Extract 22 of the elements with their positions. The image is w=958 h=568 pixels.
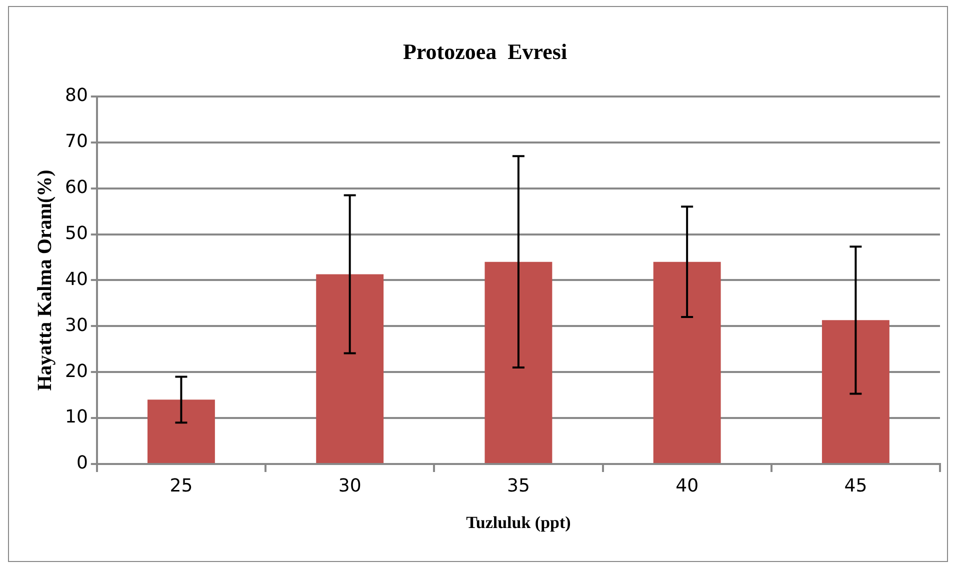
y-tick-label: 40 [65, 268, 88, 290]
y-tick-label: 80 [65, 85, 88, 106]
bar [484, 262, 552, 463]
x-tick-label: 45 [844, 475, 868, 496]
x-tick-label: 35 [507, 475, 530, 496]
bar [653, 262, 721, 463]
y-tick-label: 70 [65, 131, 88, 152]
bar [147, 400, 215, 463]
y-tick-label: 10 [65, 406, 88, 428]
y-tick-label: 30 [65, 314, 88, 336]
chart-title: Protozoea Evresi [402, 38, 568, 64]
y-tick-label: 0 [76, 452, 88, 474]
x-tick-label: 30 [338, 475, 362, 496]
y-tick-label: 20 [65, 360, 88, 382]
y-tick-label: 60 [65, 176, 88, 198]
y-axis-title: Hayatta Kalma Oranı(%) [34, 170, 56, 391]
bar [316, 274, 384, 463]
y-tick-label: 50 [65, 222, 88, 244]
x-axis-title: Tuzluluk (ppt) [466, 513, 571, 532]
x-tick-label: 25 [170, 475, 193, 496]
bar [822, 320, 890, 463]
x-tick-label: 40 [676, 475, 699, 496]
